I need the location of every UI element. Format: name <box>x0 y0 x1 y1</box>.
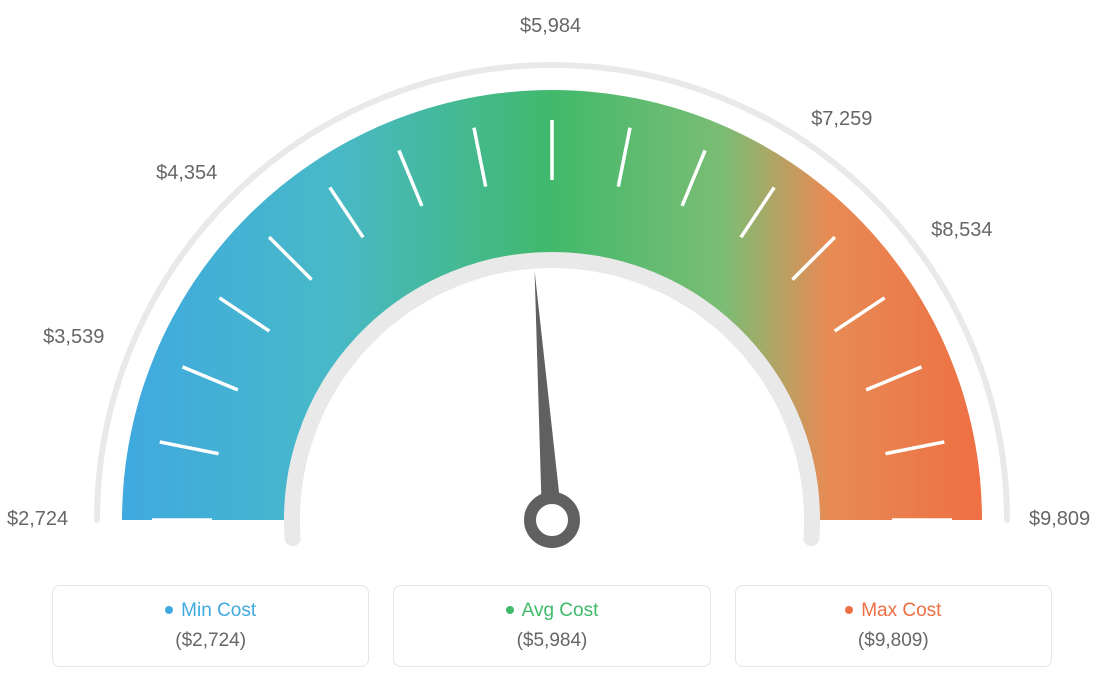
min-cost-title: Min Cost <box>53 600 368 622</box>
gauge-needle <box>530 271 574 542</box>
min-cost-value: ($2,724) <box>53 630 368 652</box>
gauge-scale-label: $3,539 <box>43 326 104 349</box>
gauge-scale-label: $5,984 <box>520 15 581 38</box>
avg-cost-label: Avg Cost <box>522 600 599 621</box>
dot-icon <box>845 606 853 614</box>
dot-icon <box>506 606 514 614</box>
gauge-chart: $2,724$3,539$4,354$5,984$7,259$8,534$9,8… <box>52 0 1052 555</box>
gauge-scale-label: $4,354 <box>156 162 217 185</box>
gauge-scale-label: $8,534 <box>931 219 992 242</box>
gauge-scale-label: $2,724 <box>7 508 68 531</box>
cost-cards: Min Cost ($2,724) Avg Cost ($5,984) Max … <box>52 585 1052 667</box>
max-cost-value: ($9,809) <box>736 630 1051 652</box>
dot-icon <box>165 606 173 614</box>
max-cost-label: Max Cost <box>861 600 941 621</box>
gauge-scale-label: $9,809 <box>1029 508 1090 531</box>
max-cost-title: Max Cost <box>736 600 1051 622</box>
min-cost-label: Min Cost <box>181 600 256 621</box>
avg-cost-value: ($5,984) <box>394 630 709 652</box>
min-cost-card: Min Cost ($2,724) <box>52 585 369 667</box>
gauge-scale-label: $7,259 <box>811 108 872 131</box>
avg-cost-card: Avg Cost ($5,984) <box>393 585 710 667</box>
max-cost-card: Max Cost ($9,809) <box>735 585 1052 667</box>
avg-cost-title: Avg Cost <box>394 600 709 622</box>
